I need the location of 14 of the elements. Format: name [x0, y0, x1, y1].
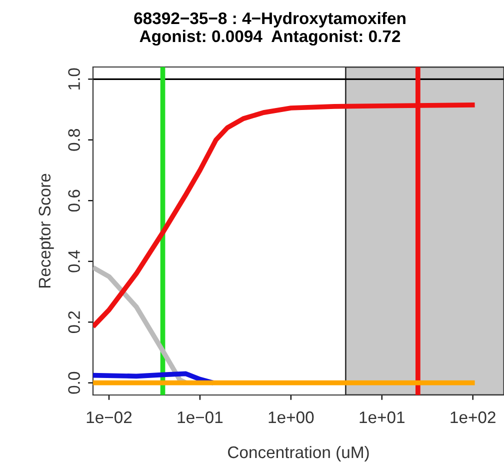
x-tick-label: 1e−01	[178, 411, 223, 424]
x-tick-label: 1e+01	[360, 411, 404, 424]
y-tick-label: 0.6	[68, 190, 80, 212]
x-tick-label: 1e+02	[450, 411, 496, 424]
y-tick-label: 0.4	[68, 250, 80, 272]
x-tick-label: 1e−02	[86, 411, 132, 424]
y-axis-title: Receptor Score	[38, 174, 54, 288]
y-tick-label: 0.2	[68, 311, 80, 334]
y-tick-label: 0.8	[68, 129, 80, 151]
x-axis-title: Concentration (uM)	[228, 446, 369, 462]
y-tick-label: 0.0	[68, 372, 80, 394]
chart-title: 68392−35−8 : 4−Hydroxytamoxifen Agonist: 0.0094 Antagonist: 0.72	[134, 12, 406, 46]
x-tick-label: 1e+00	[268, 411, 314, 424]
y-tick-label: 1.0	[68, 68, 80, 90]
